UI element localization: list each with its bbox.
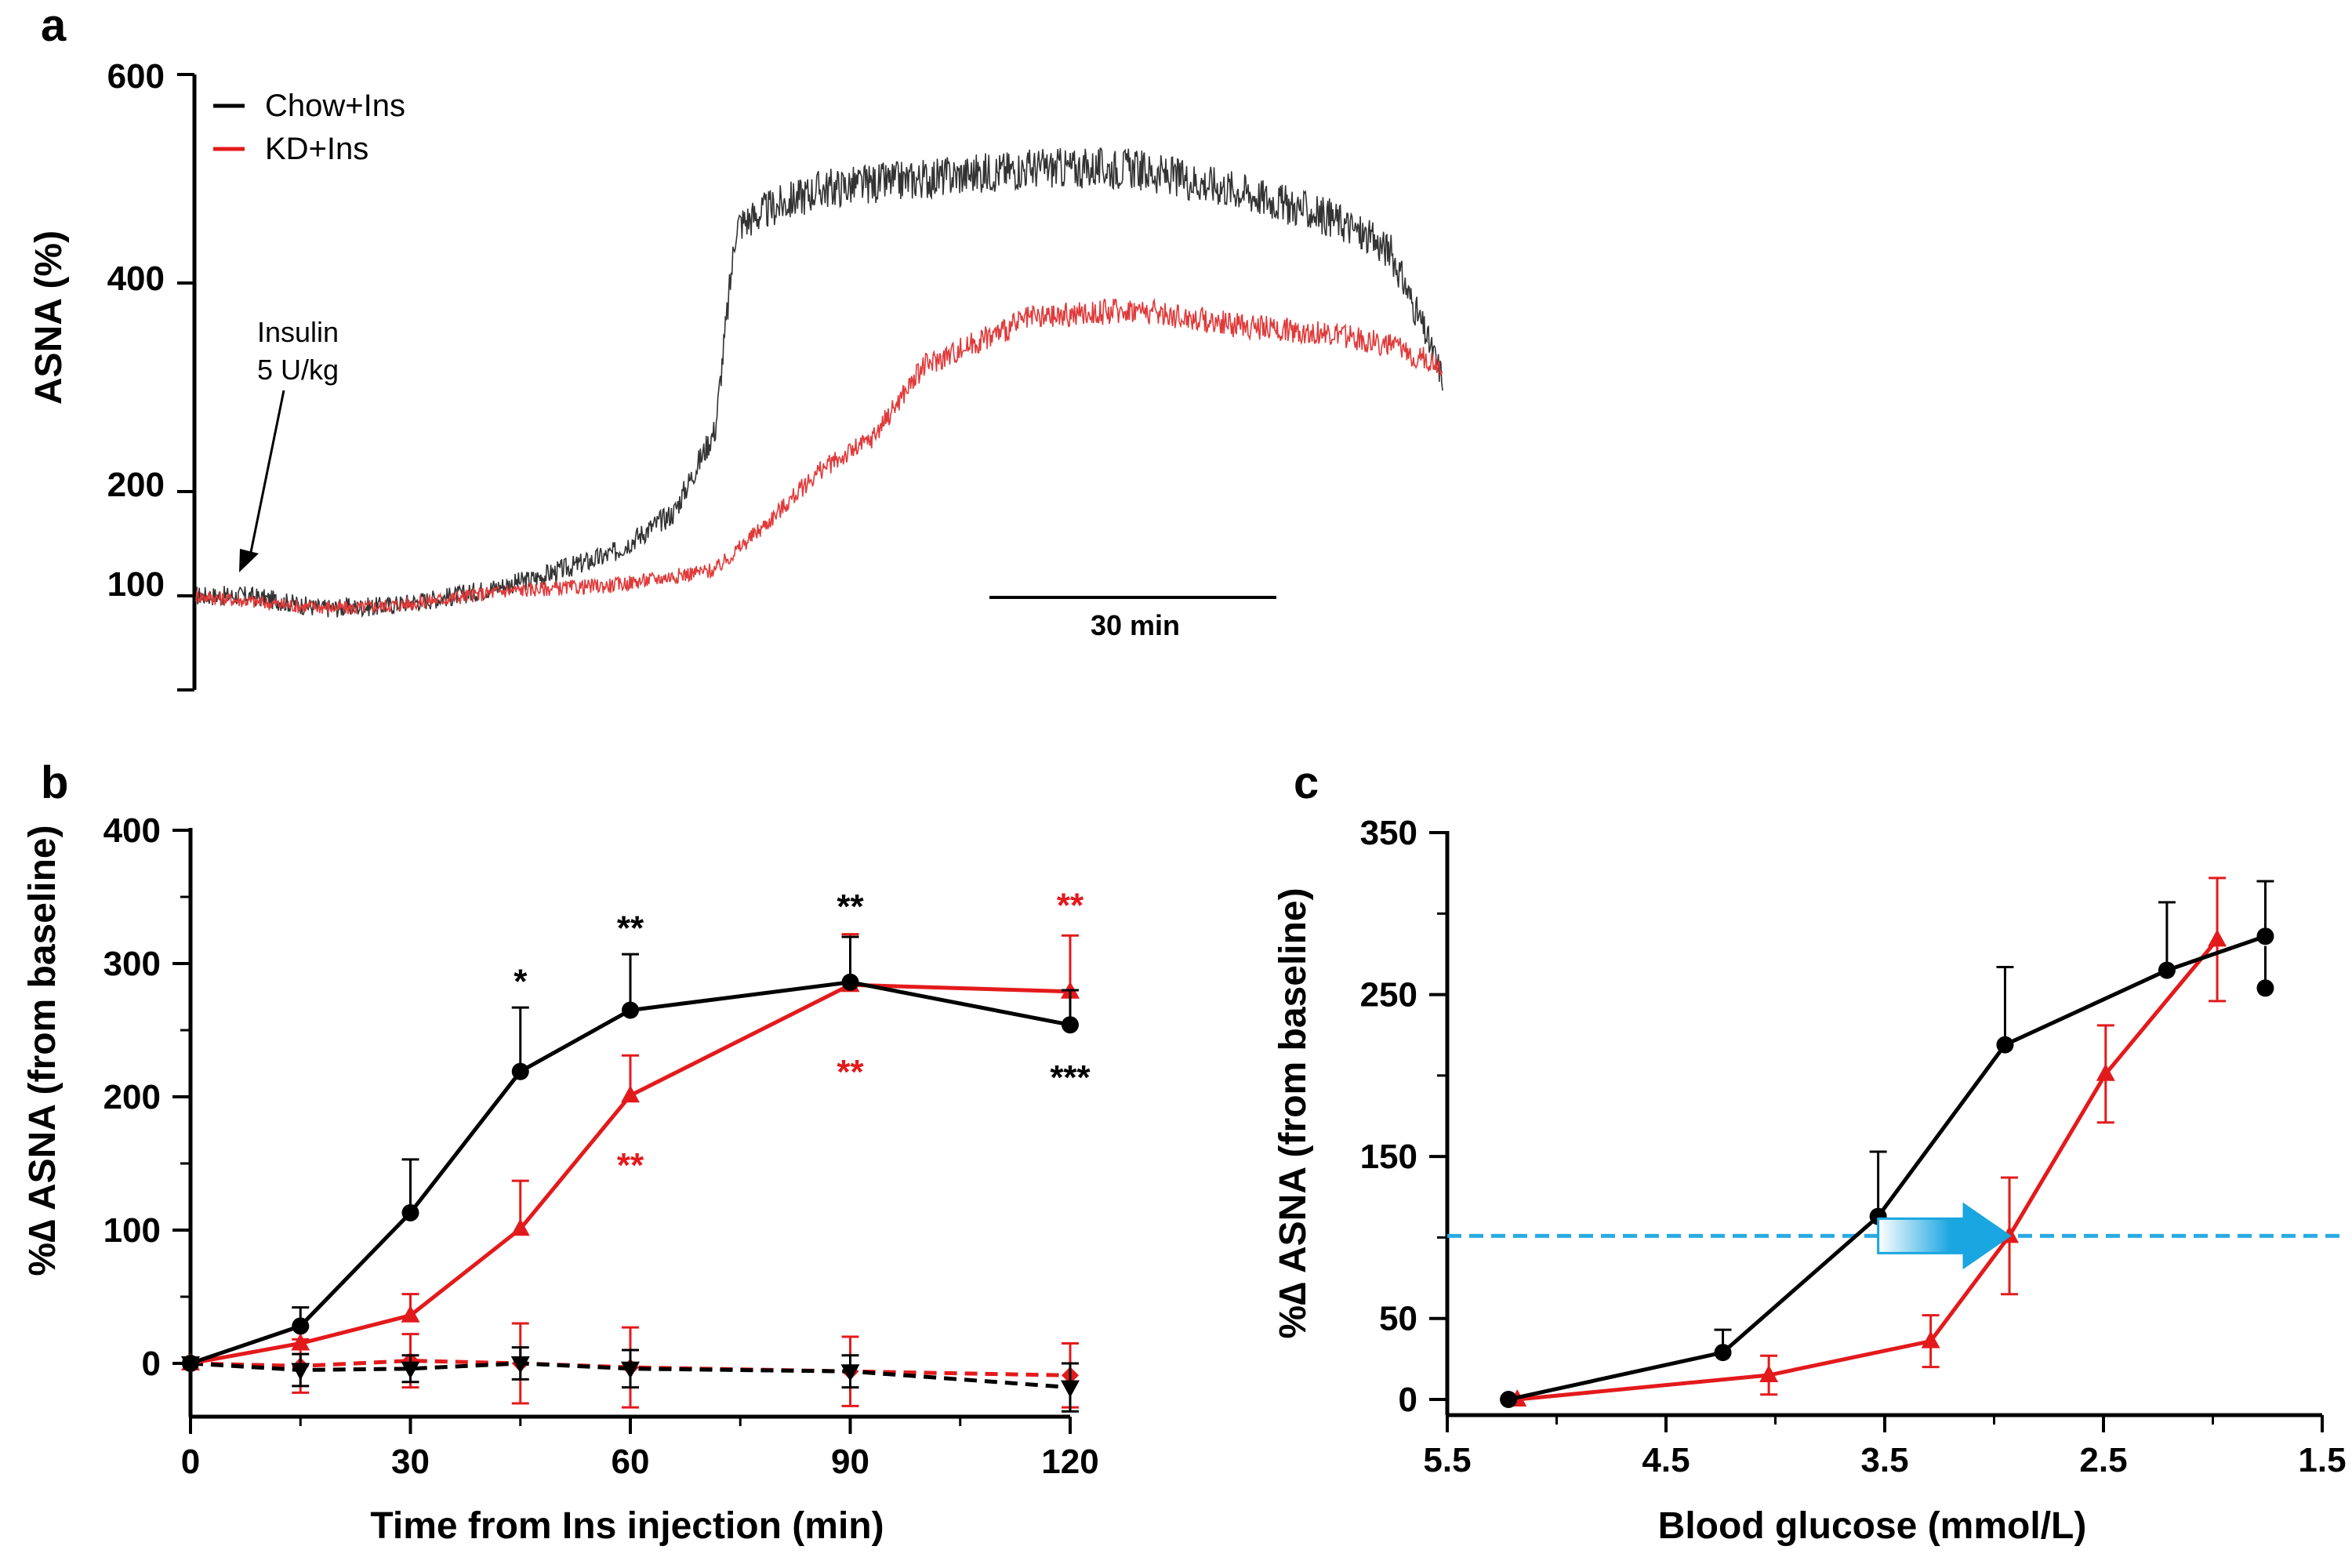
panel-b-marker	[1061, 1380, 1080, 1398]
panel-c-xtick-label: 4.5	[1642, 1441, 1690, 1479]
panel-b-marker	[1062, 1016, 1079, 1034]
panel-b-marker	[510, 1218, 530, 1236]
panel-b-marker	[621, 1085, 640, 1103]
panel-b-xtick-label: 30	[391, 1443, 430, 1481]
panel-b-significance-label: **	[837, 887, 864, 926]
panel-b: %∆ ASNA (from baseline) Time from Ins in…	[22, 825, 884, 1547]
panel-c: %∆ ASNA (from baseline) Blood glucose (m…	[1272, 887, 2086, 1547]
panel-b-significance-label: *	[514, 962, 528, 1000]
panel-a-y-axis-label: ASNA (%)	[28, 230, 70, 405]
panel-c-ytick-label: 350	[1360, 814, 1417, 852]
panel-c-y-axis-label: %∆ ASNA (from baseline)	[1272, 887, 1314, 1338]
panel-a-ytick-600: 600	[107, 57, 165, 96]
panel-a-letter: a	[41, 0, 67, 51]
panel-c-marker	[1714, 1344, 1732, 1362]
panel-b-significance-label: **	[837, 1053, 864, 1091]
panel-c-ytick-label: 0	[1399, 1381, 1417, 1419]
panel-b-marker	[401, 1305, 420, 1323]
panel-b-x-axis-label: Time from Ins injection (min)	[370, 1505, 884, 1547]
panel-b-marker	[841, 973, 859, 991]
panel-b-significance-label: **	[617, 909, 644, 947]
panel-c-ytick-label: 50	[1379, 1300, 1417, 1338]
panel-a: ASNA (%) 600 400 200 100 Chow+Ins KD+Ins…	[28, 57, 1276, 641]
panel-b-significance-label: ***	[1050, 1058, 1091, 1097]
insulin-arrow-head	[239, 549, 259, 572]
panel-c-marker	[2158, 961, 2176, 979]
panel-c-marker	[2256, 927, 2274, 946]
panel-a-trace-chow	[195, 147, 1443, 619]
panel-c-shift-arrow	[1877, 1202, 2012, 1270]
panel-b-letter: b	[41, 757, 68, 808]
panel-c-xtick-label: 3.5	[1860, 1441, 1908, 1479]
panel-c-ytick-label: 150	[1360, 1138, 1417, 1176]
panel-b-ytick-label: 100	[103, 1211, 161, 1250]
legend-label-kd: KD+Ins	[265, 132, 368, 166]
panel-b-xtick-label: 90	[831, 1443, 869, 1481]
panel-c-ytick-label: 250	[1360, 976, 1417, 1014]
panel-b-marker	[401, 1361, 420, 1379]
panel-b-marker	[622, 1001, 639, 1019]
scale-bar-label: 30 min	[1091, 609, 1180, 641]
panel-c-xtick-label: 1.5	[2298, 1441, 2346, 1479]
panel-b-y-axis-label: %∆ ASNA (from baseline)	[22, 825, 64, 1276]
panel-c-marker	[2096, 1063, 2115, 1081]
panel-b-marker	[291, 1363, 310, 1381]
panel-b-ytick-label: 0	[142, 1345, 161, 1383]
panel-b-marker	[291, 1333, 310, 1351]
panel-b-xtick-label: 0	[181, 1443, 200, 1481]
panel-c-extra-marker	[2256, 979, 2274, 997]
panel-b-marker	[292, 1317, 310, 1335]
panel-b-ytick-label: 300	[103, 945, 161, 983]
panel-b-ytick-label: 200	[103, 1078, 161, 1116]
panel-c-marker	[1759, 1365, 1779, 1383]
panel-c-x-axis-label: Blood glucose (mmol/L)	[1658, 1505, 2087, 1547]
panel-b-xtick-label: 120	[1041, 1443, 1098, 1481]
legend-label-chow: Chow+Ins	[265, 89, 405, 123]
panel-b-marker	[401, 1203, 419, 1221]
panel-c-letter: c	[1294, 757, 1319, 808]
insulin-annotation-line2: 5 U/kg	[257, 354, 339, 386]
panel-a-trace-kd	[195, 297, 1443, 615]
panel-c-marker	[1996, 1036, 2014, 1054]
panel-a-ytick-400: 400	[107, 260, 165, 298]
panel-c-marker	[2208, 929, 2227, 947]
panel-c-xtick-label: 5.5	[1423, 1441, 1471, 1479]
panel-b-marker	[511, 1062, 529, 1080]
panel-b-marker	[621, 1361, 640, 1379]
panel-c-marker	[1921, 1330, 1940, 1348]
panel-b-significance-label: **	[617, 1146, 644, 1185]
panel-b-significance-label: **	[1057, 887, 1084, 925]
panel-c-xtick-label: 2.5	[2079, 1441, 2127, 1479]
panel-b-marker	[182, 1355, 199, 1372]
panel-c-series-line	[1508, 934, 2267, 1402]
panel-c-series-line	[1517, 938, 2220, 1402]
panel-b-ytick-label: 400	[103, 811, 161, 850]
panel-b-marker	[510, 1356, 530, 1374]
panel-b-marker	[840, 1364, 860, 1382]
panel-a-ytick-200: 200	[107, 466, 165, 504]
panel-b-xtick-label: 60	[612, 1443, 650, 1481]
panel-a-ytick-100: 100	[107, 565, 165, 604]
panel-c-marker	[1500, 1391, 1518, 1408]
insulin-arrow-line	[248, 390, 285, 561]
insulin-annotation-line1: Insulin	[257, 316, 339, 348]
